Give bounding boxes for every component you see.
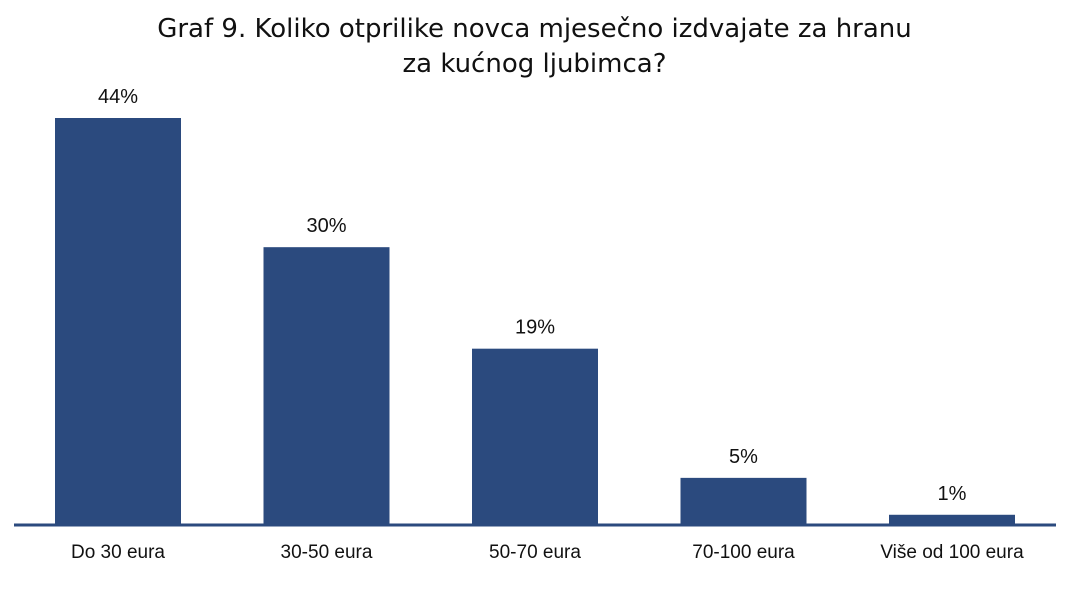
bar-5 <box>889 514 1015 524</box>
data-label-1: 44% <box>98 86 138 108</box>
data-label-2: 30% <box>306 215 346 237</box>
bar-1 <box>55 118 181 524</box>
data-label-4: 5% <box>729 446 758 468</box>
chart-title: Graf 9. Koliko otprilike novca mjesečno … <box>0 12 1069 82</box>
data-label-5: 1% <box>938 483 967 505</box>
bar-3 <box>472 348 598 524</box>
bars-group <box>55 118 1015 524</box>
value-labels-group: 44% 30% 19% 5% 1% <box>98 86 967 505</box>
category-label-4: 70-100 eura <box>692 542 795 563</box>
chart-title-line-1: Graf 9. Koliko otprilike novca mjesečno … <box>157 14 912 44</box>
category-labels-group: Do 30 eura 30-50 eura 50-70 eura 70-100 eur… <box>71 542 1024 563</box>
chart-title-line-2: za kućnog ljubimca? <box>402 49 667 79</box>
bar-2 <box>263 247 390 524</box>
category-label-2: 30-50 eura <box>281 542 373 563</box>
data-label-3: 19% <box>515 317 555 339</box>
bar-4 <box>680 477 807 524</box>
category-label-3: 50-70 eura <box>489 542 581 563</box>
category-label-1: Do 30 eura <box>71 542 165 563</box>
category-label-5: Više od 100 eura <box>880 542 1024 563</box>
